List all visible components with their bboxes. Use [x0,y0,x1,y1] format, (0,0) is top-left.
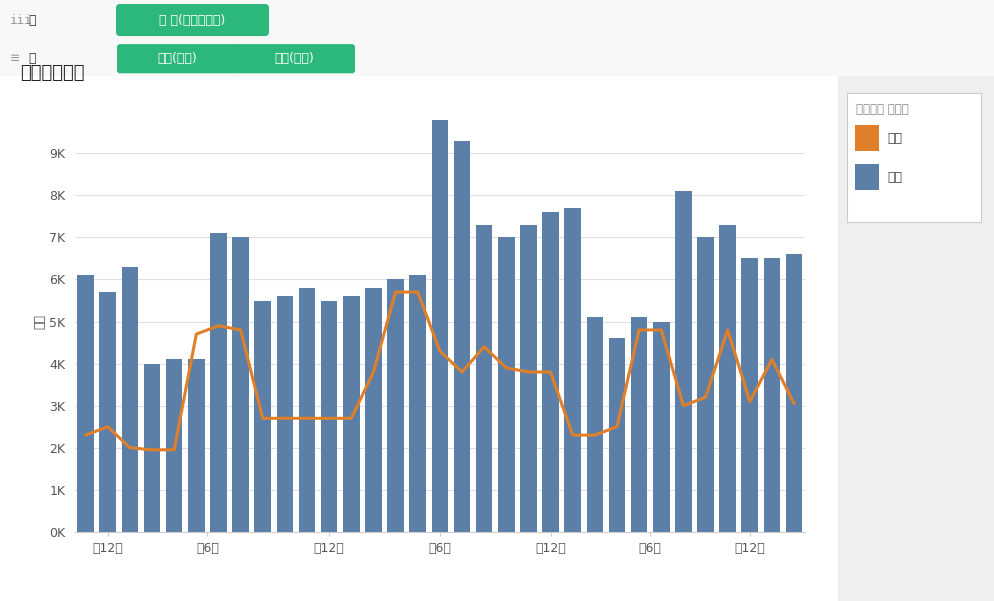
Bar [543,212,559,532]
Bar [144,364,160,532]
Bar [410,275,426,532]
Text: 列: 列 [28,14,36,26]
Text: 田 月(オーダー日): 田 月(オーダー日) [159,14,225,26]
FancyBboxPatch shape [234,44,355,73]
Bar [742,258,758,532]
FancyBboxPatch shape [855,126,879,151]
Bar [476,225,492,532]
Bar [254,300,271,532]
Bar [720,225,736,532]
Bar [388,279,404,532]
Bar [299,288,315,532]
Bar [188,359,205,532]
Bar [520,225,537,532]
Bar [431,120,448,532]
Text: 合計(売上): 合計(売上) [157,52,197,65]
Text: iii: iii [10,14,33,26]
Bar [697,237,714,532]
FancyBboxPatch shape [855,164,879,190]
FancyBboxPatch shape [117,44,238,73]
Bar [586,317,603,532]
Text: 売上: 売上 [888,171,903,184]
Bar [343,296,360,532]
Bar [99,292,116,532]
Bar [653,322,670,532]
Bar [763,258,780,532]
Bar [210,233,227,532]
Bar [786,254,802,532]
Text: 合計(利益): 合計(利益) [274,52,314,65]
Bar [608,338,625,532]
Bar [166,359,183,532]
Text: メジャー ネーム: メジャー ネーム [856,103,910,117]
Bar [78,275,93,532]
Bar [321,300,337,532]
Bar [631,317,647,532]
Bar [453,141,470,532]
Text: ≡: ≡ [10,52,21,65]
Text: 利益: 利益 [888,132,903,145]
Bar [565,208,580,532]
Bar [276,296,293,532]
Text: 複合軸グラフ: 複合軸グラフ [20,64,84,82]
FancyBboxPatch shape [116,4,269,36]
Bar [365,288,382,532]
Bar [498,237,515,532]
Bar [121,267,138,532]
Bar [233,237,248,532]
Bar [675,191,692,532]
Text: 行: 行 [28,52,36,65]
Y-axis label: 売上: 売上 [34,314,47,329]
